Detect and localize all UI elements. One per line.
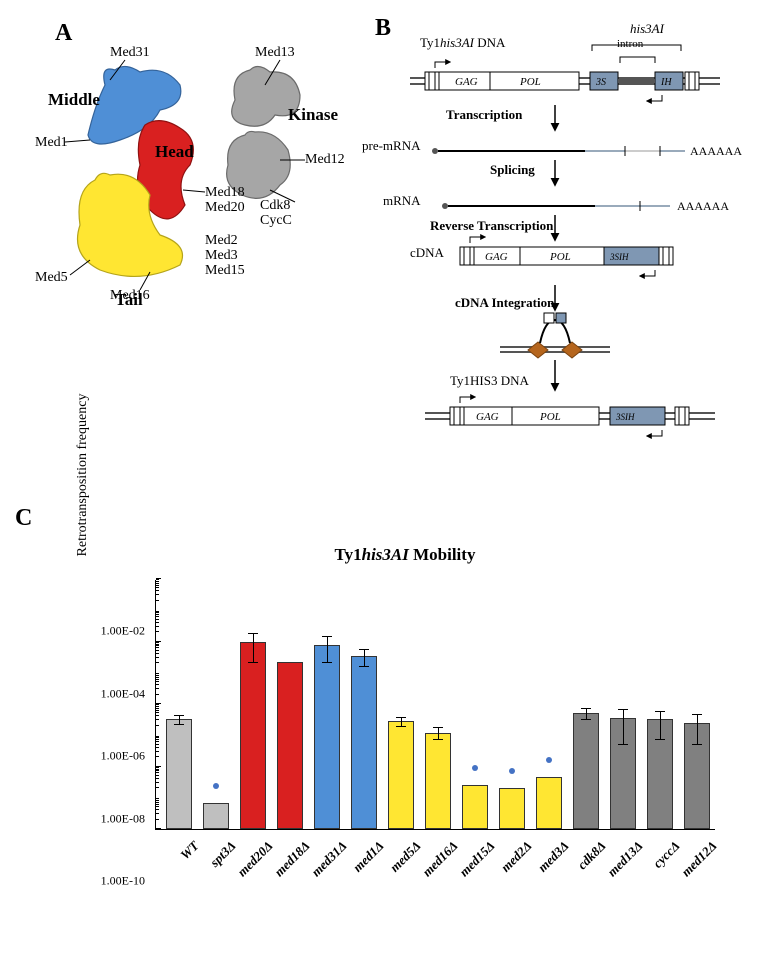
svg-text:IH: IH — [660, 77, 672, 88]
panel-a: A Middle Head Tail Kinase Med31 — [50, 30, 370, 330]
label-med2: Med2 — [205, 233, 238, 249]
module-middle: Middle — [48, 90, 100, 110]
svg-text:AAAAAA: AAAAAA — [690, 144, 742, 158]
label-med3: Med3 — [205, 248, 238, 264]
plot-area — [155, 580, 715, 830]
label-med31: Med31 — [110, 45, 150, 61]
panel-c: C Ty1his3AI Mobility Retrotransposition … — [15, 515, 746, 925]
bar-med1Δ — [351, 656, 377, 829]
y-axis-label: Retrotransposition frequency — [75, 345, 91, 605]
svg-text:GAG: GAG — [485, 251, 508, 263]
svg-text:3S: 3S — [595, 77, 606, 88]
label-med16: Med16 — [110, 288, 150, 304]
bar-med16Δ — [425, 733, 451, 829]
label-med18: Med18 — [205, 185, 245, 201]
dot-marker — [213, 783, 219, 789]
step-splicing: Splicing — [490, 162, 535, 178]
label-med1: Med1 — [35, 135, 68, 151]
bar-med5Δ — [388, 721, 414, 829]
svg-text:3SIH: 3SIH — [609, 252, 629, 262]
label-med20: Med20 — [205, 200, 245, 216]
module-head: Head — [155, 142, 194, 162]
bar-med20Δ — [240, 642, 266, 830]
bar-med15Δ — [462, 785, 488, 829]
label-ty1his3ai: Ty1his3AI DNA — [420, 35, 505, 51]
dot-marker — [472, 765, 478, 771]
label-med12: Med12 — [305, 152, 345, 168]
label-cycc: CycC — [260, 213, 292, 229]
svg-text:POL: POL — [519, 76, 541, 88]
mobility-chart: Ty1his3AI Mobility Retrotransposition fr… — [85, 545, 725, 925]
panel-b-label: B — [375, 15, 391, 42]
svg-text:POL: POL — [549, 251, 571, 263]
bar-WT — [166, 719, 192, 829]
bar-med18Δ — [277, 662, 303, 829]
label-med5: Med5 — [35, 270, 68, 286]
svg-text:AAAAAA: AAAAAA — [677, 199, 729, 213]
label-med15: Med15 — [205, 263, 245, 279]
retrotransposition-scheme: GAG POL 3S IH AAAAAA — [405, 35, 745, 505]
label-cdk8: Cdk8 — [260, 198, 290, 214]
bar-spt3Δ — [203, 803, 229, 829]
stage-premrna: pre-mRNA — [362, 138, 421, 154]
svg-text:GAG: GAG — [455, 76, 478, 88]
step-transcription: Transcription — [446, 107, 522, 123]
svg-text:POL: POL — [539, 411, 561, 423]
dot-marker — [509, 768, 515, 774]
label-intron: intron — [617, 38, 643, 50]
svg-text:3SIH: 3SIH — [615, 412, 635, 422]
label-med13: Med13 — [255, 45, 295, 61]
y-tick-label: 1.00E-02 — [85, 624, 145, 727]
bar-med2Δ — [499, 788, 525, 829]
bar-med3Δ — [536, 777, 562, 829]
module-kinase: Kinase — [288, 105, 338, 125]
mediator-diagram — [50, 30, 370, 330]
chart-title: Ty1his3AI Mobility — [85, 545, 725, 565]
stage-cdna: cDNA — [410, 245, 444, 261]
step-integration: cDNA Integration — [455, 295, 554, 311]
stage-mrna: mRNA — [383, 193, 421, 209]
label-his3ai: his3AI — [630, 21, 664, 37]
svg-text:GAG: GAG — [476, 411, 499, 423]
bar-cdk8Δ — [573, 713, 599, 829]
panel-b: B — [390, 15, 750, 495]
label-ty1his3: Ty1HIS3 DNA — [450, 373, 529, 389]
dot-marker — [546, 757, 552, 763]
panel-c-label: C — [15, 505, 32, 532]
step-rt: Reverse Transcription — [430, 218, 553, 234]
bar-med31Δ — [314, 645, 340, 829]
